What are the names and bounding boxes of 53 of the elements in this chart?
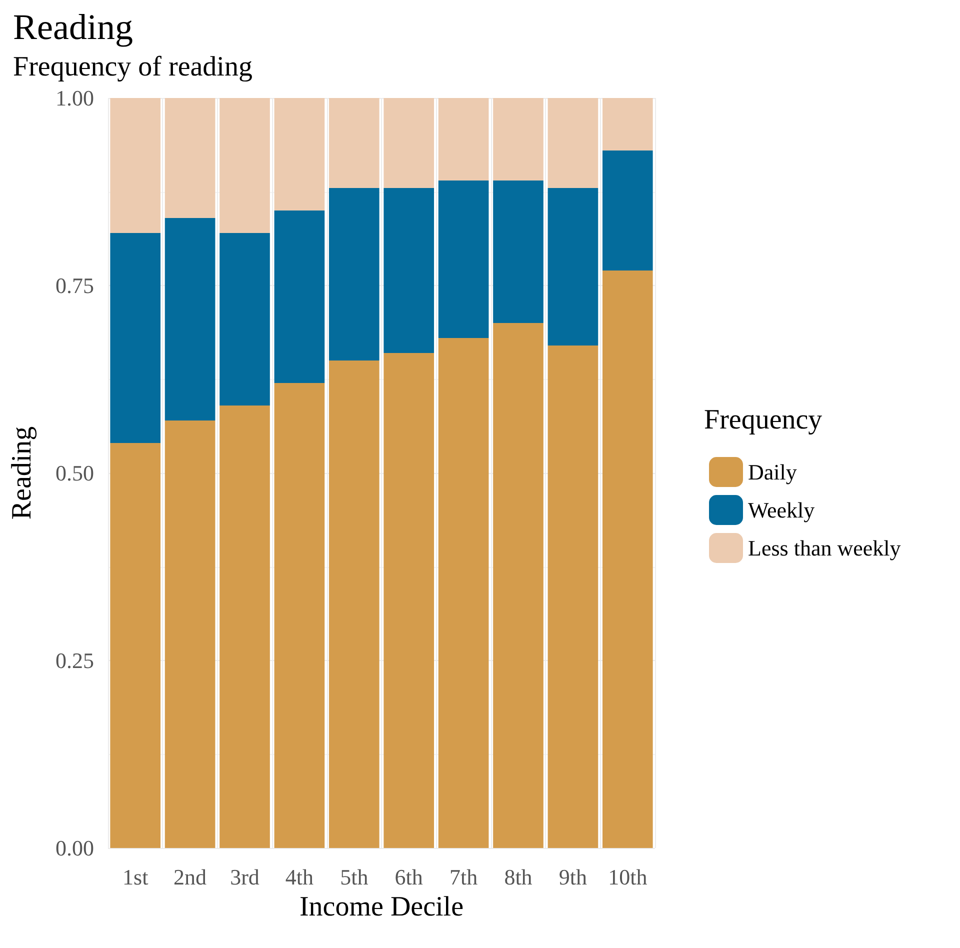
bar [493, 98, 544, 180]
bar [384, 353, 434, 848]
bar [110, 233, 161, 443]
y-tick-label: 0.00 [56, 836, 94, 860]
chart-title: Reading [13, 7, 133, 47]
bar [274, 210, 325, 383]
bar [220, 98, 270, 233]
bar [328, 98, 380, 188]
legend-title: Frequency [704, 404, 822, 436]
legend-label: Daily [748, 460, 797, 484]
bar [110, 443, 161, 848]
y-tick-label: 0.25 [56, 648, 94, 673]
y-tick-label: 0.75 [56, 273, 94, 298]
bar [220, 233, 270, 406]
bar [274, 383, 325, 848]
bar [438, 338, 489, 848]
chart-subtitle: Frequency of reading [13, 52, 252, 82]
y-tick-label: 0.50 [56, 460, 94, 486]
bar [602, 98, 653, 150]
bar [328, 360, 380, 848]
x-tick-label: 2nd [174, 864, 207, 890]
legend-label: Less than weekly [748, 536, 901, 560]
bar [493, 323, 544, 848]
bar [110, 98, 161, 233]
x-tick-label: 4th [285, 864, 314, 890]
x-tick-label: 1st [122, 864, 148, 890]
bar [493, 180, 544, 323]
y-axis-title: Reading [6, 426, 38, 520]
bar [548, 98, 598, 188]
x-tick-label: 5th [340, 864, 368, 890]
bar [438, 180, 489, 338]
x-tick-label: 6th [394, 864, 423, 890]
bar [384, 98, 434, 188]
bar [164, 420, 216, 848]
bar [164, 218, 216, 420]
bar [328, 188, 380, 360]
legend-label: Weekly [748, 498, 815, 522]
bar [602, 270, 653, 848]
x-tick-label: 10th [608, 864, 648, 890]
y-tick-label: 1.00 [56, 86, 94, 110]
x-tick-label: 9th [558, 864, 588, 890]
x-axis-title: Income Decile [299, 891, 464, 922]
bar [274, 98, 325, 210]
bar [164, 98, 216, 218]
x-tick-label: 3rd [230, 864, 260, 890]
bar [548, 188, 598, 346]
bar [384, 188, 434, 353]
bar [438, 98, 489, 180]
bar [220, 406, 270, 848]
bar [548, 346, 598, 848]
x-tick-label: 8th [504, 864, 532, 890]
x-tick-label: 7th [449, 864, 478, 890]
bar [602, 150, 653, 270]
